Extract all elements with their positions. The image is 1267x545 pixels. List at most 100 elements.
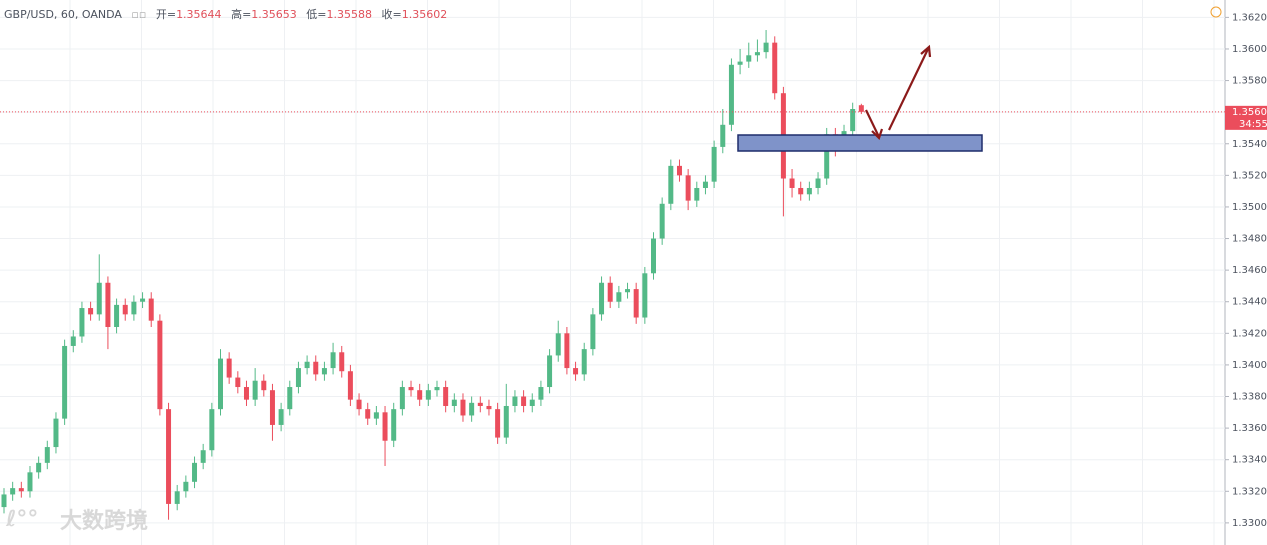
candle-body (287, 387, 293, 410)
y-tick-label: 1.35800 (1232, 76, 1267, 87)
arrow-down (865, 109, 880, 138)
candle-body (365, 409, 371, 419)
close-label: 收 (381, 8, 393, 21)
candle-body (399, 387, 405, 410)
alert-icon[interactable] (1210, 6, 1222, 18)
candle-body (18, 488, 24, 492)
candle-body (763, 42, 769, 53)
candle-body (824, 134, 830, 179)
arrows (865, 44, 932, 141)
candle-body (512, 396, 518, 406)
candle-body (633, 289, 639, 318)
candle-body (754, 52, 760, 56)
y-tick-label: 1.34200 (1232, 328, 1267, 339)
close-value: 1.35602 (401, 8, 448, 21)
candle-body (278, 409, 284, 425)
candle-body (122, 304, 128, 315)
candle-body (252, 380, 258, 400)
candle-body (235, 377, 241, 388)
candle-body (313, 361, 319, 375)
high-label: 高 (231, 8, 243, 21)
candle-body (676, 165, 682, 176)
y-tick-label: 1.33000 (1232, 518, 1267, 529)
candle-body (668, 165, 674, 204)
candle-body (434, 387, 440, 391)
candle-body (53, 418, 59, 448)
candle-body (183, 481, 189, 492)
candle-body (36, 462, 42, 473)
candle-body (607, 282, 613, 302)
zone-rectangle (737, 134, 983, 152)
y-tick-label: 1.33600 (1232, 423, 1267, 434)
low-label: 低 (306, 8, 318, 21)
candle-body (157, 320, 163, 410)
candle-body (131, 301, 137, 315)
candle-body (269, 390, 275, 425)
last-price-tag (1225, 105, 1267, 130)
y-tick-label: 1.36200 (1232, 12, 1267, 23)
candle-body (486, 405, 492, 410)
candle-body (339, 352, 345, 372)
candle-body (642, 273, 648, 318)
candle-body (148, 298, 154, 321)
candle-body (192, 462, 198, 482)
candle-body (789, 178, 795, 188)
candle-body (261, 380, 267, 391)
candle-body (538, 387, 544, 400)
candle-body (521, 396, 527, 406)
candle-body (737, 61, 743, 65)
y-tick-label: 1.36000 (1232, 44, 1267, 55)
candle-body (209, 409, 215, 451)
candle-body (529, 399, 535, 406)
high-value: 1.35653 (251, 8, 297, 21)
arrow-head (920, 44, 932, 58)
candle-body (425, 390, 431, 400)
candle-body (356, 399, 362, 410)
candle-body (140, 298, 146, 302)
candle-body (382, 412, 388, 441)
candle-body (96, 282, 102, 315)
candle-body (659, 203, 665, 239)
candle-body (1, 494, 7, 508)
candle-body (772, 42, 778, 94)
y-tick-label: 1.33800 (1232, 392, 1267, 403)
candle-body (477, 402, 483, 406)
candle-body (685, 175, 691, 201)
candle-body (469, 402, 475, 416)
candle-body (408, 387, 414, 391)
candle-body (503, 405, 509, 438)
candle-body (321, 368, 327, 375)
y-tick-label: 1.33200 (1232, 486, 1267, 497)
candle-body (590, 314, 596, 350)
icons[interactable]: ▫▫ (131, 8, 147, 21)
y-tick-label: 1.34400 (1232, 297, 1267, 308)
candle-body (44, 447, 50, 463)
candle-body (304, 361, 310, 369)
candle-body (460, 399, 466, 416)
candle-body (27, 472, 33, 492)
candle-body (702, 181, 708, 188)
legend-header: GBP/USD, 60, OANDA ▫▫ 开=1.35644 高=1.3565… (4, 8, 448, 21)
y-tick-label: 1.34000 (1232, 360, 1267, 371)
arrow-head (871, 128, 884, 141)
candle-body (746, 55, 752, 62)
candle-body (10, 488, 16, 495)
symbol: GBP/USD, 60, OANDA (4, 8, 122, 21)
open-label: 开 (155, 8, 167, 21)
candle-body (694, 187, 700, 201)
candle-body (858, 105, 864, 112)
candle-body (295, 368, 301, 388)
candle-body (581, 349, 587, 375)
candle-body (720, 124, 726, 147)
candle-body (798, 187, 804, 195)
open-value: 1.35644 (176, 8, 222, 21)
candle-body (495, 409, 501, 438)
last-price-label: 1.35602 (1232, 107, 1267, 118)
candle-body (573, 368, 579, 375)
candle-body (451, 399, 457, 406)
candle-body (166, 409, 172, 504)
candle-body (347, 371, 353, 400)
candle-body (330, 352, 336, 369)
